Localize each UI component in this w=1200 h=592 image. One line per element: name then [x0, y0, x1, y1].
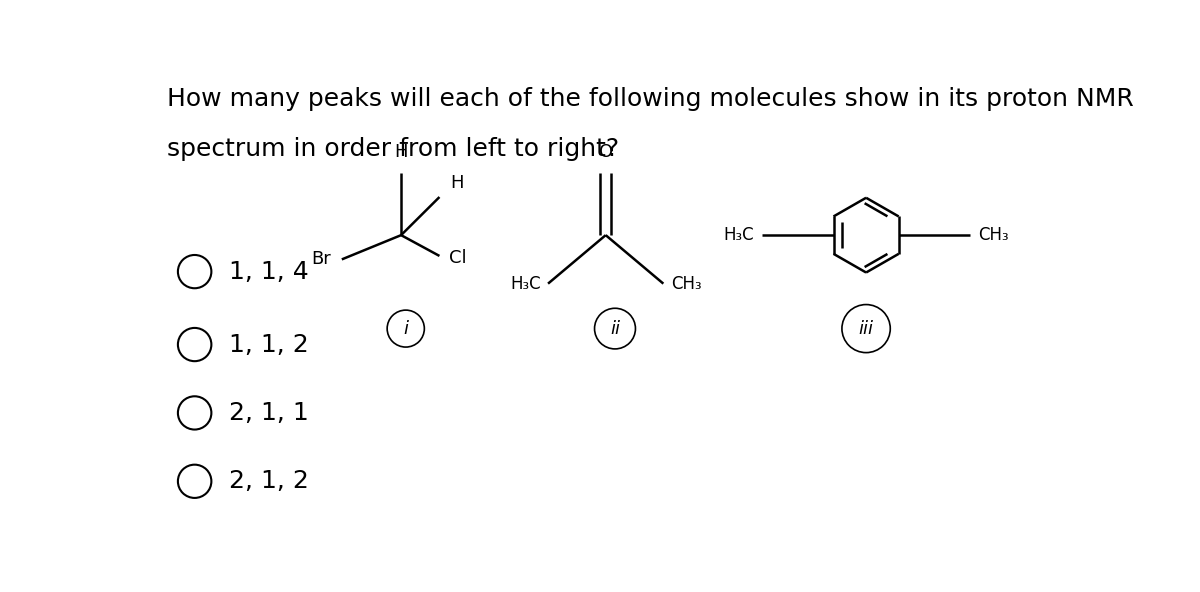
Text: Cl: Cl [449, 249, 467, 267]
Text: H: H [395, 143, 408, 162]
Text: Br: Br [311, 250, 331, 268]
Text: iii: iii [859, 320, 874, 337]
Text: H: H [451, 175, 464, 192]
Text: H₃C: H₃C [724, 226, 755, 244]
Text: CH₃: CH₃ [978, 226, 1008, 244]
Text: CH₃: CH₃ [671, 275, 702, 292]
Text: O: O [599, 143, 613, 162]
Text: 2, 1, 2: 2, 1, 2 [229, 469, 308, 493]
Text: 2, 1, 1: 2, 1, 1 [229, 401, 308, 425]
Text: i: i [403, 320, 408, 337]
Text: ii: ii [610, 320, 620, 337]
Text: spectrum in order from left to right?: spectrum in order from left to right? [167, 137, 619, 161]
Text: 1, 1, 4: 1, 1, 4 [229, 260, 308, 284]
Text: H₃C: H₃C [510, 275, 540, 292]
Text: How many peaks will each of the following molecules show in its proton NMR: How many peaks will each of the followin… [167, 87, 1134, 111]
Text: 1, 1, 2: 1, 1, 2 [229, 333, 308, 356]
